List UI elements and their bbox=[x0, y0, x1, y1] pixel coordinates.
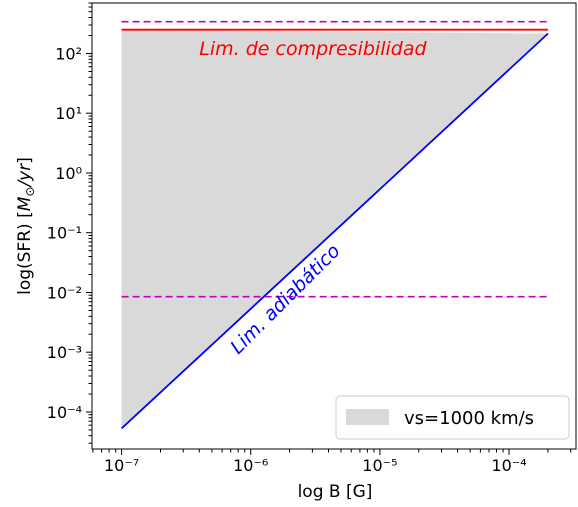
y-tick-label: 10⁻³ bbox=[47, 343, 82, 362]
legend: vs=1000 km/s bbox=[335, 395, 570, 440]
x-tick-label: 10⁻⁷ bbox=[104, 456, 139, 475]
y-tick-label: 10⁻⁴ bbox=[47, 403, 82, 422]
x-axis-label: log B [G] bbox=[298, 482, 373, 502]
series-line-1 bbox=[120, 32, 549, 430]
legend-box bbox=[335, 395, 570, 440]
plot-frame bbox=[91, 2, 577, 450]
y-axis-label: log(SFR) [M⊙/yr] bbox=[15, 157, 37, 295]
legend-swatch bbox=[346, 409, 389, 425]
legend-label: vs=1000 km/s bbox=[404, 408, 534, 429]
x-tick-label: 10⁻⁴ bbox=[491, 456, 526, 475]
y-axis-label-suffix: ] bbox=[15, 157, 35, 164]
annotation-0: Lim. de compresibilidad bbox=[199, 38, 427, 60]
x-tick-label: 10⁻⁶ bbox=[233, 456, 268, 475]
y-axis-label-prefix: log(SFR) [ bbox=[15, 211, 35, 295]
y-tick-label: 10⁰ bbox=[55, 164, 82, 183]
y-tick-label: 10² bbox=[55, 45, 82, 64]
y-axis-label-unit-m: M bbox=[15, 196, 35, 211]
y-axis-label-unit-sub: ⊙ bbox=[23, 187, 37, 197]
y-axis-label-unit-rest: /yr bbox=[15, 163, 35, 189]
y-tick-label: 10¹ bbox=[55, 104, 82, 123]
y-tick-label: 10⁻¹ bbox=[47, 224, 82, 243]
x-tick-label: 10⁻⁵ bbox=[362, 456, 397, 475]
y-tick-label: 10⁻² bbox=[47, 284, 82, 303]
